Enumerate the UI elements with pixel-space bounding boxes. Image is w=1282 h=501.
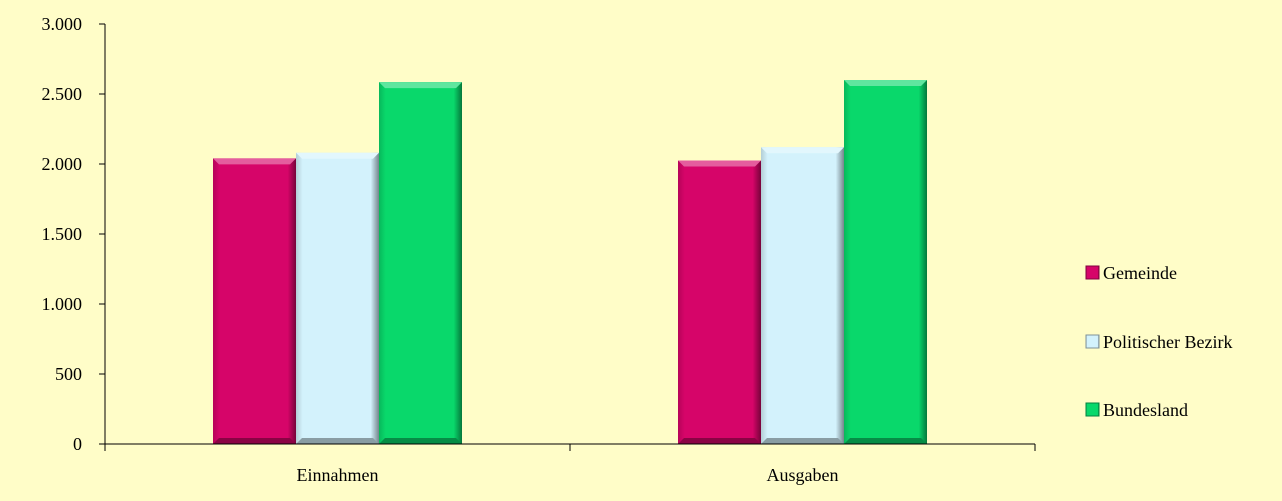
legend-item-politischer-bezirk: Politischer Bezirk bbox=[1085, 332, 1232, 352]
y-tick-label: 2.500 bbox=[42, 84, 83, 104]
y-tick-label: 2.000 bbox=[42, 154, 83, 174]
bar-bundesland-ausgaben bbox=[844, 80, 927, 444]
legend-label: Bundesland bbox=[1103, 400, 1188, 420]
y-tick-label: 1.500 bbox=[42, 224, 83, 244]
bar-gemeinde-ausgaben bbox=[678, 160, 761, 444]
x-axis-ticks: Einnahmen Ausgaben bbox=[104, 444, 1036, 485]
legend-swatch bbox=[1085, 265, 1100, 280]
y-axis-ticks: 0 500 1.000 1.500 2.000 2.500 3.000 bbox=[42, 14, 105, 454]
bar-gemeinde-einnahmen bbox=[213, 158, 296, 444]
bar-politischer-bezirk-ausgaben bbox=[761, 147, 844, 444]
legend-label: Politischer Bezirk bbox=[1103, 332, 1232, 352]
y-tick-label: 0 bbox=[73, 434, 82, 454]
bar-bundesland-einnahmen bbox=[379, 82, 462, 444]
x-tick-label: Einnahmen bbox=[297, 465, 379, 485]
x-tick-label: Ausgaben bbox=[767, 465, 839, 485]
y-tick-label: 3.000 bbox=[42, 14, 83, 34]
bar-politischer-bezirk-einnahmen bbox=[296, 152, 379, 445]
legend-swatch bbox=[1085, 402, 1100, 417]
legend: Gemeinde Politischer Bezirk Bundesland bbox=[1085, 263, 1232, 420]
legend-label: Gemeinde bbox=[1103, 263, 1177, 283]
legend-swatch bbox=[1085, 334, 1100, 349]
bars-layer bbox=[213, 80, 927, 445]
y-tick-label: 500 bbox=[55, 364, 82, 384]
y-tick-label: 1.000 bbox=[42, 294, 83, 314]
legend-item-bundesland: Bundesland bbox=[1085, 400, 1188, 420]
legend-item-gemeinde: Gemeinde bbox=[1085, 263, 1177, 283]
